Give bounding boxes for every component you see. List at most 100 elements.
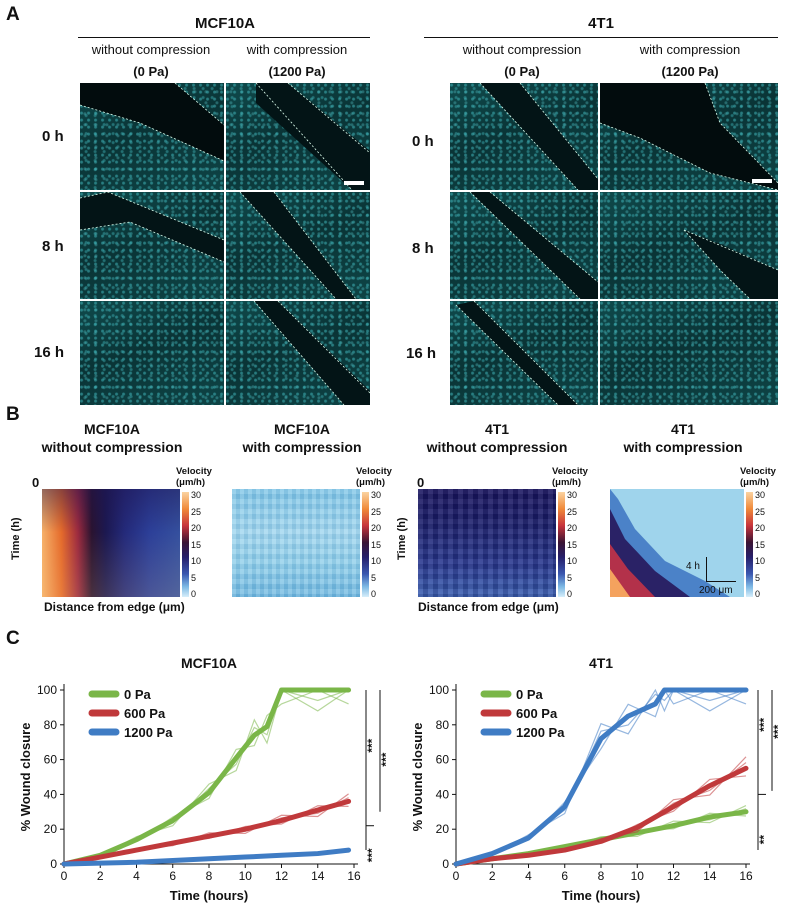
colorbar-3-title: Velocity (μm/h)	[552, 466, 588, 488]
colorbar-3-tick: 25	[567, 506, 578, 517]
x-tick-label: 14	[311, 869, 325, 883]
4t1-title: 4T1	[588, 15, 614, 32]
mcf10a-col2-line2: (1200 Pa)	[268, 64, 326, 79]
4t1-col1-line2: (0 Pa)	[504, 64, 540, 79]
colorbar-1-tick: 10	[191, 556, 202, 566]
y-tick-label: 60	[436, 753, 450, 767]
x-tick-label: 4	[525, 869, 532, 883]
x-tick-label: 2	[97, 869, 104, 883]
colorbar-2	[362, 492, 369, 597]
colorbar-4-tick: 30	[755, 490, 766, 500]
4t1-row-8h: 8 h	[412, 240, 434, 257]
scalebar-time-label: 4 h	[686, 561, 700, 572]
heatmap-mcf10a-without	[42, 489, 180, 597]
velocity-unit: (μm/h)	[552, 477, 582, 488]
heatmap4-title1: 4T1	[670, 421, 696, 437]
x-tick-label: 0	[61, 869, 68, 883]
heatmap2-title2: with compression	[242, 439, 362, 455]
x-tick-label: 10	[631, 869, 645, 883]
micrograph-4t1-0pa-0h	[450, 83, 598, 190]
x-tick-label: 12	[667, 869, 681, 883]
colorbar-4-title: Velocity (μm/h)	[740, 466, 776, 488]
colorbar-2-tick: 15	[371, 539, 382, 550]
legend-label: 1200 Pa	[516, 725, 565, 740]
panel-c-label: C	[6, 628, 20, 649]
legend-label: 1200 Pa	[124, 725, 173, 740]
y-tick-label: 80	[436, 718, 450, 732]
mcf10a-row-16h: 16 h	[34, 344, 65, 361]
colorbar-2-tick: 30	[371, 490, 382, 500]
colorbar-1-tick: 15	[191, 539, 202, 550]
series-line-600-pa	[61, 798, 352, 867]
4t1-row-0h: 0 h	[412, 133, 434, 150]
micrograph-mcf10a-0pa-8h	[80, 192, 224, 299]
x-axis-label: Time (hours)	[170, 888, 249, 903]
colorbar-3	[558, 492, 565, 597]
significance-marker: ***	[365, 848, 379, 862]
mcf10a-col1-line1: without compression	[91, 42, 211, 57]
heatmap2-title1: MCF10A	[273, 421, 330, 437]
velocity-unit: (μm/h)	[740, 477, 770, 488]
micrograph-4t1-0pa-8h	[450, 192, 598, 299]
panel-a-label: A	[6, 4, 20, 25]
y-tick-label: 40	[44, 787, 58, 801]
colorbar-3-tick: 0	[567, 589, 573, 599]
micrograph-4t1-0pa-16h	[450, 301, 598, 405]
chart-4t1: 4T1 0 2 4 6 8 10 12 14 16 0 20 40 60 80 100 Time (hours)…	[406, 648, 794, 906]
colorbar-4-tick: 10	[755, 556, 766, 566]
heatmap3-title2: without compression	[426, 439, 568, 455]
mcf10a-col2-line1: with compression	[246, 42, 348, 57]
mcf10a-row-0h: 0 h	[42, 128, 64, 145]
colorbar-2-tick: 0	[371, 589, 377, 599]
series-line-1200-pa	[453, 687, 749, 867]
y-tick-label: 20	[44, 822, 58, 836]
micrograph-4t1-1200pa-0h	[600, 83, 778, 190]
chart-title: MCF10A	[181, 655, 237, 671]
heatmap3-ylabel: Time (h)	[396, 517, 408, 560]
colorbar-2-tick: 25	[371, 506, 382, 517]
x-tick-label: 16	[739, 869, 753, 883]
colorbar-1-tick: 0	[191, 589, 197, 599]
scalebar-dist-label: 200 μm	[699, 585, 733, 596]
x-tick-label: 10	[239, 869, 253, 883]
colorbar-3-tick: 5	[567, 572, 573, 583]
series-line-600-pa	[453, 765, 749, 867]
colorbar-2-title: Velocity (μm/h)	[356, 466, 392, 488]
velocity-unit: (μm/h)	[176, 477, 206, 488]
x-tick-label: 12	[275, 869, 289, 883]
heatmap3-zero-label: 0	[417, 475, 425, 490]
x-tick-label: 8	[206, 869, 213, 883]
x-tick-label: 4	[133, 869, 140, 883]
velocity-word: Velocity	[740, 466, 776, 477]
colorbar-1-tick: 25	[191, 506, 202, 517]
y-tick-label: 100	[429, 683, 449, 697]
significance-marker: ***	[365, 738, 379, 752]
legend-label: 600 Pa	[516, 706, 558, 721]
colorbar-4-tick: 5	[755, 572, 761, 583]
heatmap-4t1-with	[610, 489, 744, 597]
micrograph-4t1-1200pa-8h	[600, 192, 778, 299]
micrograph-mcf10a-0pa-16h	[80, 301, 224, 405]
heatmap1-xlabel: Distance from edge (μm)	[44, 600, 185, 614]
colorbar-1-tick: 20	[191, 523, 202, 533]
x-tick-label: 14	[703, 869, 717, 883]
heatmap-mcf10a-with	[232, 489, 360, 597]
colorbar-1-tick: 30	[191, 490, 202, 500]
heatmap1-title1: MCF10A	[83, 421, 140, 437]
y-tick-label: 80	[44, 718, 58, 732]
y-axis-label: % Wound closure	[410, 723, 425, 832]
x-tick-label: 16	[347, 869, 361, 883]
x-axis-label: Time (hours)	[562, 888, 641, 903]
panel-b-label: B	[6, 404, 20, 425]
velocity-unit: (μm/h)	[356, 477, 386, 488]
colorbar-4-tick: 0	[755, 589, 761, 599]
significance-marker: ***	[379, 752, 393, 766]
colorbar-3-tick: 30	[567, 490, 578, 500]
significance-marker: ***	[757, 717, 771, 731]
x-tick-label: 6	[169, 869, 176, 883]
x-tick-label: 2	[489, 869, 496, 883]
micrograph-mcf10a-1200pa-0h	[226, 83, 370, 190]
y-tick-label: 60	[44, 753, 58, 767]
heatmap1-ylabel: Time (h)	[10, 517, 22, 560]
colorbar-4	[746, 492, 753, 597]
